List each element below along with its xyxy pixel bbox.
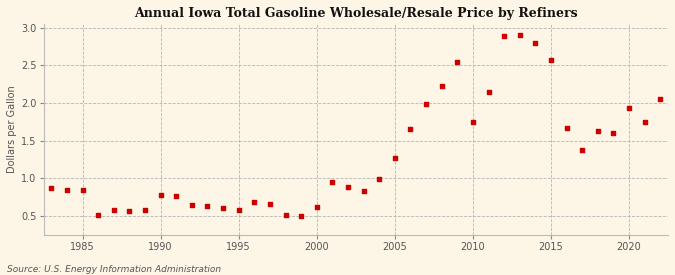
Point [124,209,135,213]
Point [327,180,338,184]
Y-axis label: Dollars per Gallon: Dollars per Gallon [7,85,17,173]
Point [186,202,197,207]
Point [514,33,525,37]
Point [608,131,619,135]
Point [405,127,416,131]
Point [280,213,291,217]
Point [639,120,650,124]
Point [109,208,119,212]
Point [545,58,556,62]
Point [468,120,479,124]
Point [171,194,182,199]
Point [561,126,572,131]
Point [436,84,447,89]
Title: Annual Iowa Total Gasoline Wholesale/Resale Price by Refiners: Annual Iowa Total Gasoline Wholesale/Res… [134,7,578,20]
Point [265,202,275,206]
Point [155,192,166,197]
Point [483,89,494,94]
Point [530,40,541,45]
Point [593,128,603,133]
Point [77,188,88,192]
Point [218,206,229,210]
Point [311,205,322,209]
Point [499,34,510,38]
Point [46,186,57,190]
Point [249,200,260,204]
Point [92,213,103,217]
Point [234,208,244,212]
Point [358,189,369,193]
Point [61,188,72,192]
Point [343,185,354,189]
Point [452,60,462,64]
Point [296,214,306,218]
Point [389,156,400,160]
Point [624,106,634,110]
Point [421,102,431,107]
Point [202,204,213,208]
Text: Source: U.S. Energy Information Administration: Source: U.S. Energy Information Administ… [7,265,221,274]
Point [655,97,666,101]
Point [374,177,385,181]
Point [140,208,151,212]
Point [576,147,587,152]
